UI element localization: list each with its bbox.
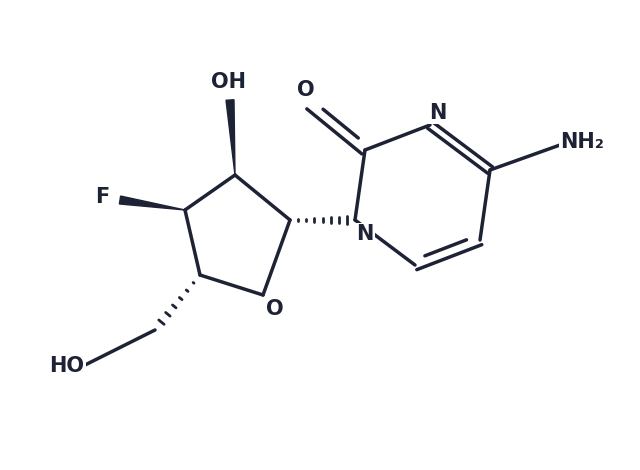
Text: N: N (356, 224, 374, 244)
Text: NH₂: NH₂ (560, 132, 604, 152)
Polygon shape (120, 196, 185, 210)
Text: N: N (429, 103, 447, 123)
Polygon shape (226, 100, 235, 175)
Text: F: F (95, 187, 109, 207)
Text: OH: OH (211, 72, 246, 92)
Text: HO: HO (49, 356, 84, 376)
Text: O: O (297, 80, 315, 100)
Text: O: O (266, 299, 284, 319)
